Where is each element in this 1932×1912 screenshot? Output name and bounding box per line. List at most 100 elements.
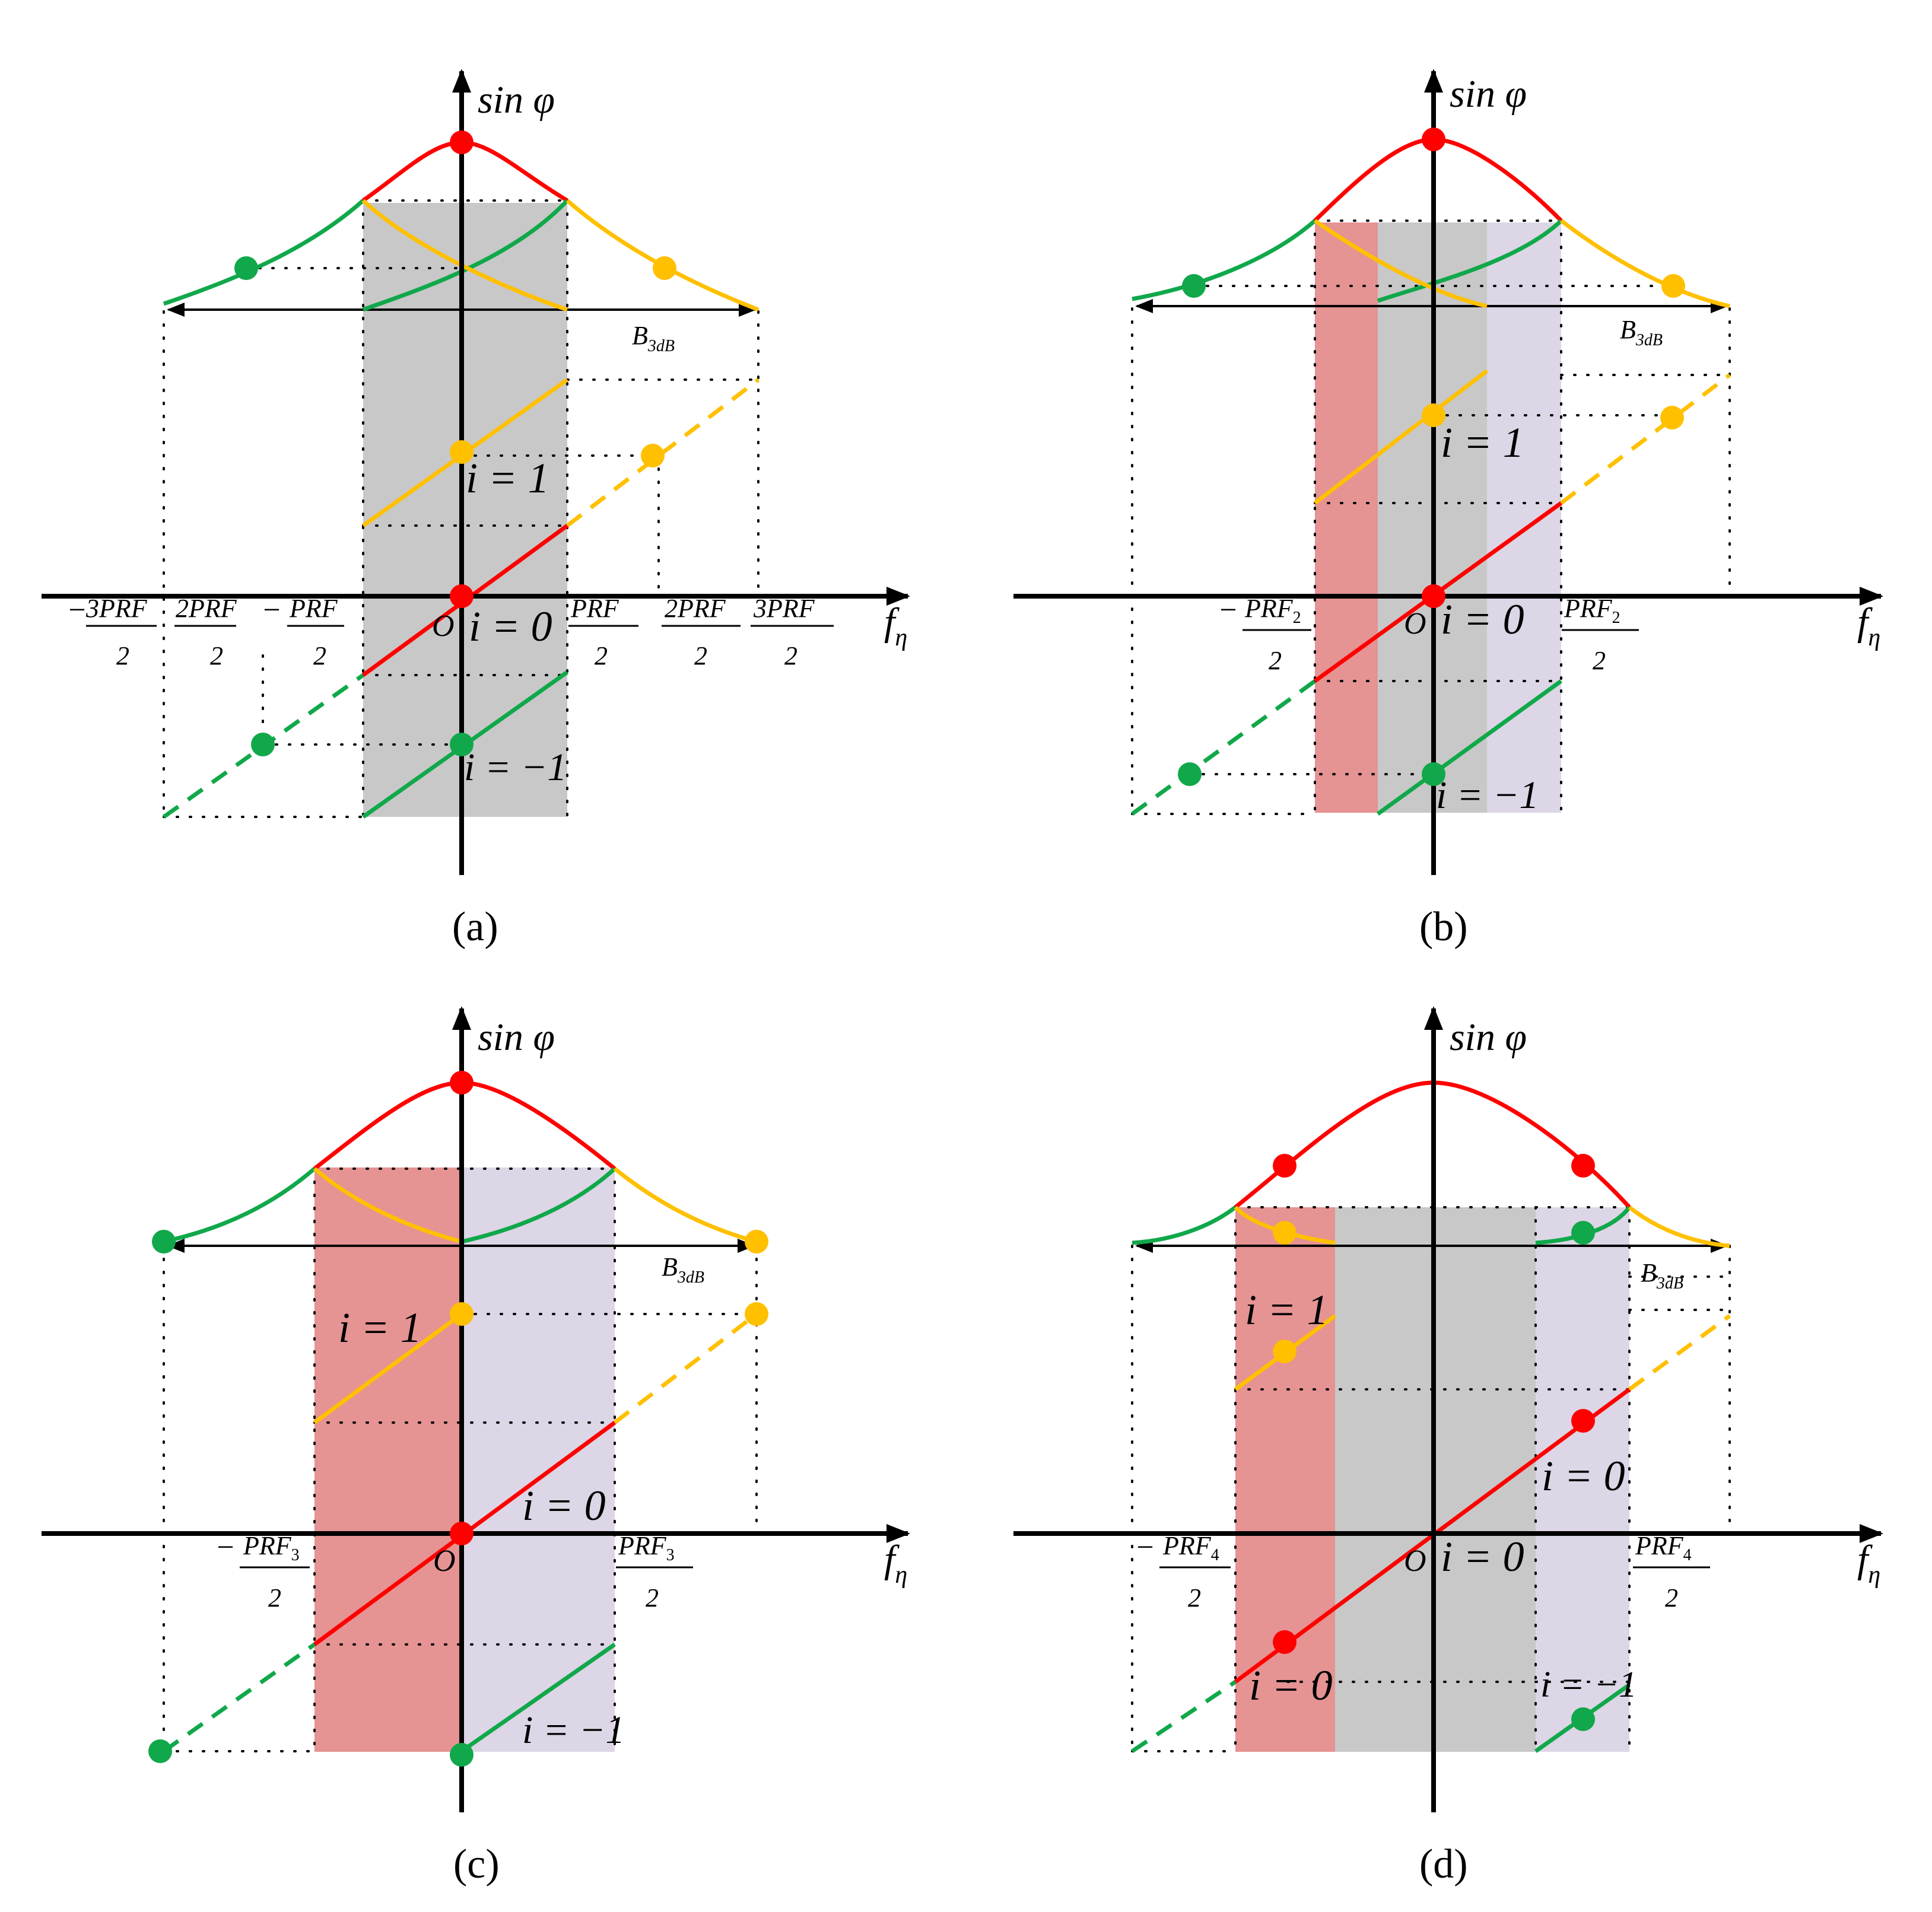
panel-c: sin φ fη B3dB O i = 1 i = 0 i = −1 − PRF…: [42, 1006, 910, 1887]
tick-labels: − PRF2 2 PRF2 2: [1218, 593, 1639, 675]
origin-label: O: [433, 1544, 456, 1578]
yellow-beam-curve: [1628, 1205, 1730, 1248]
svg-text:−: −: [1218, 593, 1238, 627]
panel-a: sin φ fη B3dB O i = 1 i = 0 i = −1 − 3PR…: [42, 69, 910, 950]
green-line-dashed: [1130, 679, 1317, 816]
yellow-line-dashed: [1559, 373, 1731, 505]
green-point-alias: [1178, 762, 1202, 786]
green-beam-curve: [163, 199, 365, 306]
red-point-origin: [450, 584, 474, 608]
label-im1: i = −1: [1436, 774, 1539, 817]
origin-label: O: [432, 609, 455, 643]
svg-text:PRF3: PRF3: [618, 1531, 675, 1564]
caption-a: (a): [452, 904, 498, 950]
svg-text:PRF4: PRF4: [1635, 1531, 1692, 1564]
red-point-origin: [1422, 584, 1445, 608]
yellow-point-alias: [641, 444, 665, 467]
svg-text:2: 2: [313, 641, 326, 670]
bandwidth-label: B3dB: [662, 1252, 704, 1287]
svg-text:−: −: [261, 593, 282, 627]
tick-labels: − PRF3 2 PRF3 2: [215, 1531, 693, 1612]
green-point-alias: [148, 1739, 172, 1763]
x-axis-label: fη: [1857, 600, 1880, 651]
green-beam-curve: [163, 1167, 316, 1244]
yellow-beam-curve: [565, 199, 760, 312]
panel-b: sin φ fη B3dB O i = 1 i = 0 i = −1 − PRF…: [1013, 69, 1883, 950]
red-point-peak: [1422, 128, 1445, 151]
label-i1: i = 1: [1441, 419, 1524, 466]
svg-text:2: 2: [646, 1583, 659, 1612]
shaded-region-red: [1315, 222, 1378, 813]
label-i1: i = 1: [338, 1304, 422, 1351]
label-i1: i = 1: [1245, 1286, 1329, 1334]
svg-text:PRF: PRF: [289, 594, 338, 623]
yellow-point-alias: [1660, 406, 1684, 430]
svg-text:PRF3: PRF3: [243, 1531, 300, 1564]
yellow-point-i1: [1422, 403, 1445, 427]
dotted-guides: [163, 1167, 758, 1752]
red-point-peak: [450, 131, 474, 154]
yellow-point-i1: [1273, 1340, 1297, 1363]
x-axis-label: fη: [884, 600, 907, 651]
svg-text:−: −: [215, 1531, 236, 1564]
green-line-im1: [1376, 679, 1563, 816]
yellow-line-i1: [1313, 369, 1489, 505]
svg-text:2: 2: [595, 641, 608, 670]
dotted-guides: [163, 199, 760, 818]
red-point-peak: [450, 1071, 474, 1095]
svg-text:2: 2: [1665, 1583, 1678, 1612]
yellow-beam-curve-inner: [313, 1167, 462, 1244]
x-axis-label: fη: [1857, 1538, 1880, 1589]
green-point: [1571, 1221, 1595, 1245]
green-beam-curve-inner: [461, 1167, 617, 1244]
svg-text:2: 2: [694, 641, 707, 670]
origin-label: O: [1404, 607, 1426, 641]
yellow-point: [1273, 1221, 1297, 1245]
label-im1: i = −1: [1540, 1665, 1637, 1705]
label-i1: i = 1: [466, 454, 549, 502]
yellow-beam-curve: [613, 1167, 757, 1244]
green-point-im1: [450, 1743, 474, 1767]
bandwidth-label: B3dB: [632, 321, 675, 355]
yellow-point: [745, 1230, 768, 1254]
caption-c: (c): [453, 1841, 500, 1887]
svg-text:2: 2: [268, 1583, 281, 1612]
yellow-point-i1: [450, 1302, 474, 1326]
green-line-dashed: [162, 1643, 316, 1753]
svg-text:PRF: PRF: [570, 594, 619, 623]
svg-text:2: 2: [1188, 1583, 1201, 1612]
yellow-point-alias: [745, 1302, 768, 1326]
svg-text:2: 2: [784, 641, 797, 670]
svg-text:PRF4: PRF4: [1162, 1531, 1219, 1564]
red-beam-curve: [1313, 137, 1563, 222]
green-line-im1: [460, 1643, 617, 1753]
red-point-origin: [450, 1522, 474, 1545]
shaded-region-red: [1235, 1207, 1335, 1752]
svg-text:2: 2: [1593, 646, 1606, 675]
label-i0-right: i = 0: [1542, 1452, 1625, 1500]
svg-text:PRF2: PRF2: [1244, 594, 1301, 627]
x-axis-label: fη: [884, 1538, 907, 1589]
svg-text:−: −: [66, 593, 87, 627]
yellow-line-dashed: [613, 1312, 758, 1424]
green-point: [1182, 274, 1206, 298]
shaded-region-purple: [462, 1167, 615, 1752]
bandwidth-label: B3dB: [1641, 1258, 1683, 1293]
yellow-point: [1661, 274, 1685, 298]
caption-b: (b): [1419, 904, 1468, 950]
label-i0: i = 0: [469, 603, 552, 650]
green-point: [152, 1230, 176, 1254]
svg-text:3PRF: 3PRF: [85, 594, 148, 623]
shaded-region-gray: [363, 203, 567, 817]
green-point-im1: [1422, 762, 1445, 786]
green-beam-curve: [1132, 1205, 1237, 1245]
y-axis-label: sin φ: [478, 78, 555, 122]
shaded-region-purple: [1536, 1207, 1629, 1752]
svg-text:2: 2: [210, 641, 223, 670]
red-point-right-i0: [1571, 1409, 1595, 1433]
green-point-im1: [450, 733, 474, 756]
label-i0-center: i = 0: [1441, 1533, 1524, 1580]
green-beam-curve-inner: [1377, 219, 1563, 303]
y-axis-label: sin φ: [478, 1016, 555, 1059]
